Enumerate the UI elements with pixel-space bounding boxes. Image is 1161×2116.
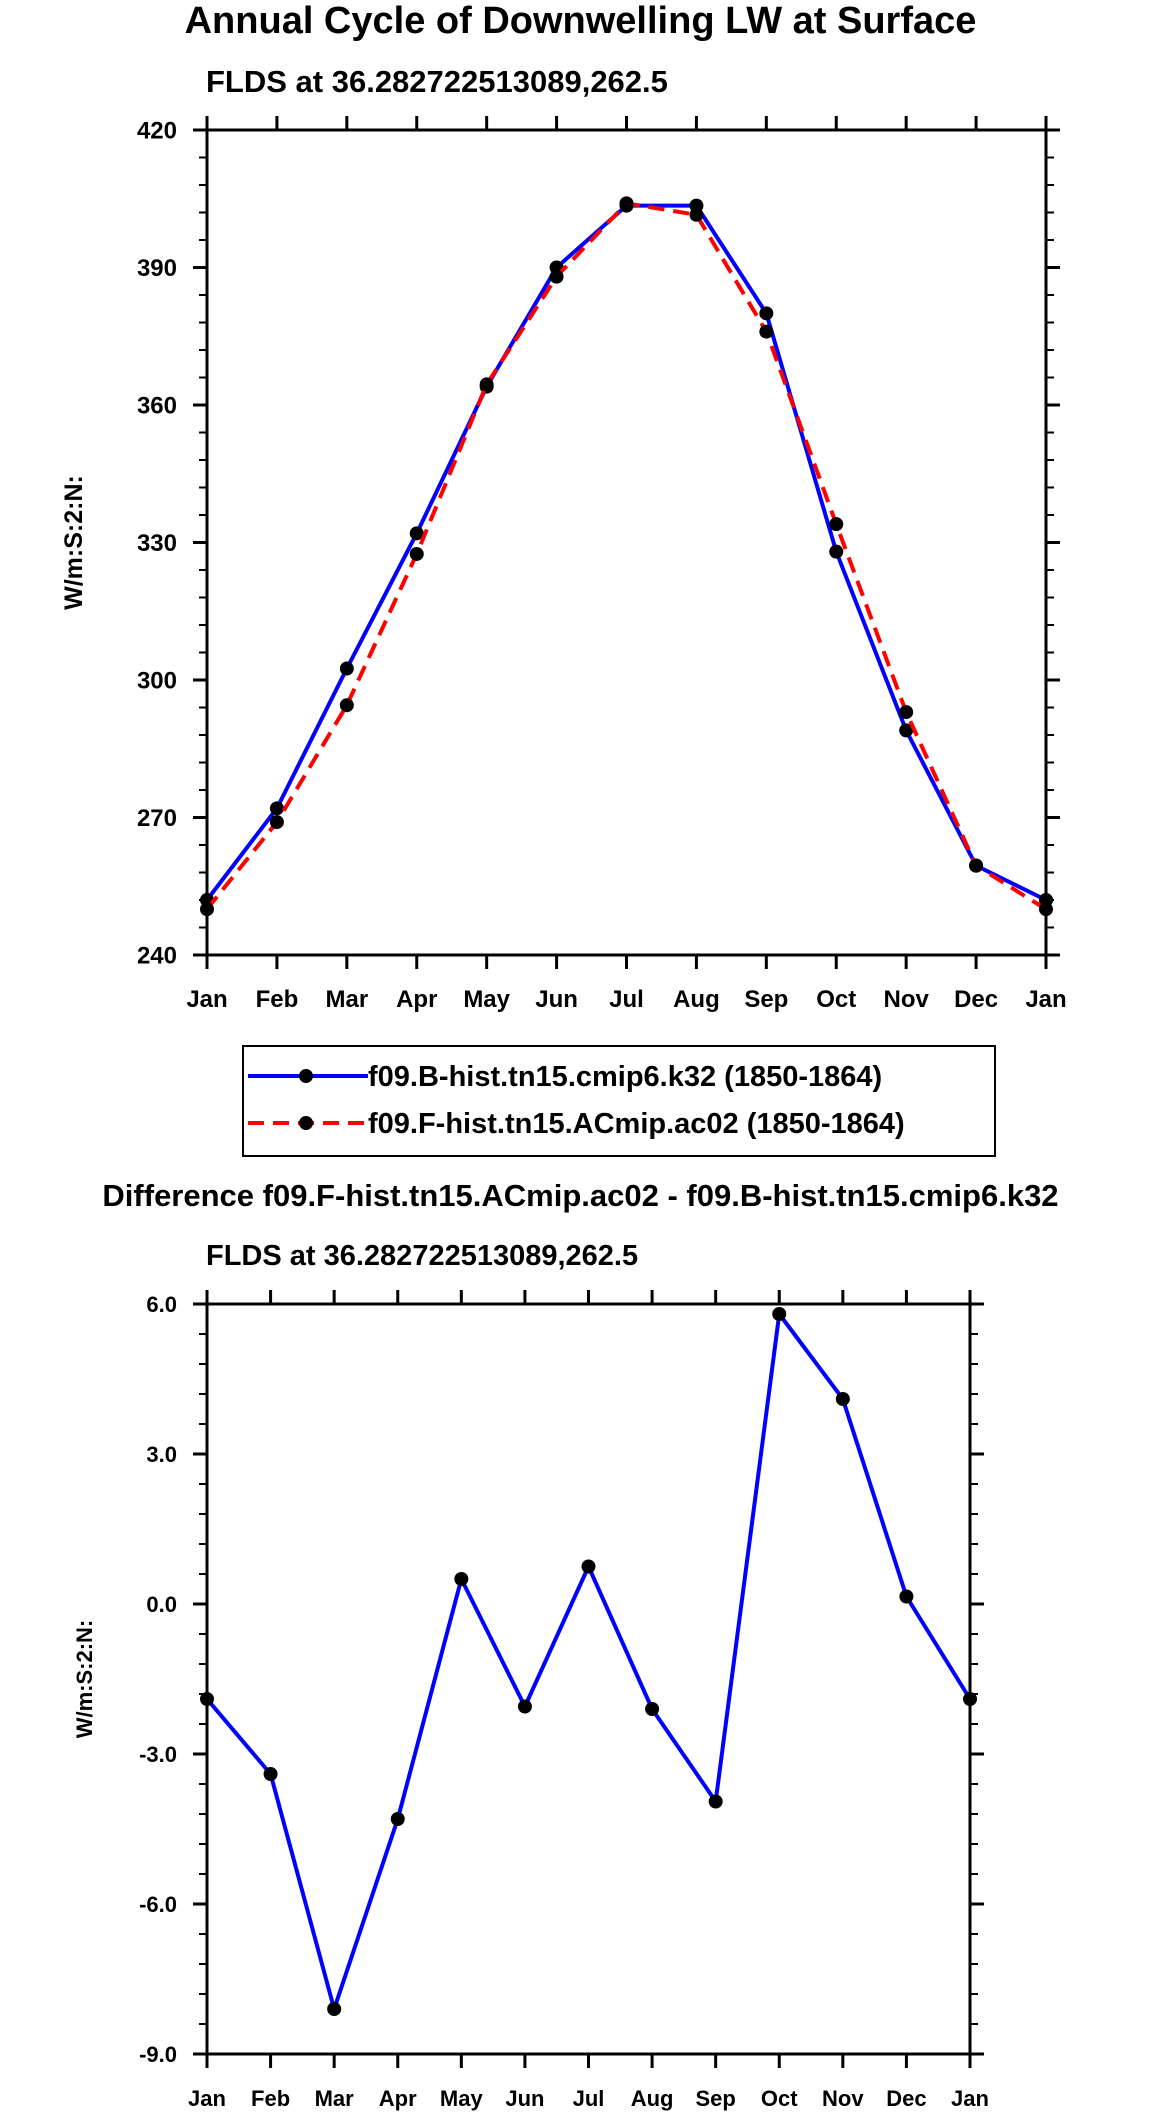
data-point-mar <box>339 661 354 676</box>
data-point-feb <box>263 1767 278 1781</box>
x-tick-label-nov: Nov <box>822 2086 864 2111</box>
y-tick-label: 3.0 <box>146 1442 177 1467</box>
data-point-apr <box>409 546 424 561</box>
x-tick-label-aug: Aug <box>673 986 720 1013</box>
y-tick-label: -3.0 <box>139 1742 177 1767</box>
plot-frame <box>205 128 1048 957</box>
x-tick-label-aug: Aug <box>631 2086 674 2111</box>
data-point-feb <box>269 815 284 830</box>
data-point-sep <box>759 324 774 339</box>
x-tick-label-dec: Dec <box>954 986 998 1013</box>
series-line-difference <box>205 1312 972 2011</box>
chart-title: Annual Cycle of Downwelling LW at Surfac… <box>184 0 977 42</box>
data-point-jan <box>200 902 214 917</box>
x-tick-label-feb: Feb <box>256 986 299 1013</box>
data-point-nov <box>835 1392 850 1406</box>
y-tick-label: 300 <box>137 668 177 695</box>
data-point-jun <box>517 1699 532 1714</box>
data-point-jul <box>581 1559 596 1574</box>
x-tick-label-jun: Jun <box>535 986 578 1013</box>
data-point-sep <box>708 1794 723 1809</box>
data-point-mar <box>327 2002 342 2016</box>
data-point-oct <box>772 1307 787 1321</box>
x-tick-label-jan: Jan <box>951 2086 989 2111</box>
x-tick-label-feb: Feb <box>251 2086 290 2111</box>
data-point-oct <box>829 517 844 532</box>
difference-chart: -9.0 -6.0 -3.0 0.0 3.0 6.0 Jan Feb Mar Apr May Jun J… <box>72 1290 989 2111</box>
data-point-nov <box>899 723 914 738</box>
series-line-f09-b-hist-tn15-cmip6-k32-1850-1864 <box>205 203 1047 902</box>
data-point-jun <box>549 269 564 284</box>
x-tick-label-mar: Mar <box>315 2086 355 2111</box>
difference-chart-subtitle: FLDS at 36.282722513089,262.5 <box>206 1240 639 1272</box>
y-tick-label: -9.0 <box>139 2042 177 2067</box>
data-point-aug <box>645 1702 660 1716</box>
data-point-jan <box>1039 902 1053 917</box>
y-tick-label: 240 <box>137 943 177 970</box>
legend-marker-b-hist <box>299 1069 313 1083</box>
y-axis-label: W/m:S:2:N: <box>60 475 88 610</box>
data-point-oct <box>829 544 844 559</box>
legend-entry-f-hist: f09.F-hist.tn15.ACmip.ac02 (1850-1864) <box>248 1108 905 1140</box>
data-point-may <box>479 377 494 392</box>
data-point-mar <box>339 698 354 713</box>
x-tick-label-oct: Oct <box>761 2086 798 2111</box>
data-point-feb <box>269 801 284 816</box>
legend-label-f-hist: f09.F-hist.tn15.ACmip.ac02 (1850-1864) <box>368 1108 905 1140</box>
y-tick-label: 0.0 <box>146 1592 177 1617</box>
legend-marker-f-hist <box>299 1116 313 1130</box>
x-tick-label-jul: Jul <box>573 2086 605 2111</box>
chart-subtitle: FLDS at 36.282722513089,262.5 <box>206 64 668 99</box>
difference-chart-title: Difference f09.F-hist.tn15.ACmip.ac02 - … <box>102 1178 1059 1213</box>
series-line-f09-f-hist-tn15-acmip-ac02-1850-1864 <box>205 201 1048 911</box>
x-tick-label-sep: Sep <box>695 2086 735 2111</box>
plot-frame <box>205 1302 972 2056</box>
legend-box <box>242 1045 996 1157</box>
y-tick-label: 390 <box>137 255 177 282</box>
y-tick-label: 270 <box>137 805 177 832</box>
y-tick-label: 330 <box>137 530 177 557</box>
x-tick-label-apr: Apr <box>396 986 437 1013</box>
data-point-jan <box>200 1692 214 1706</box>
x-tick-label-nov: Nov <box>883 986 929 1013</box>
y-tick-label: 360 <box>137 393 177 420</box>
y-tick-label: -6.0 <box>139 1892 177 1917</box>
y-axis-label: W/m:S:2:N: <box>72 1620 97 1739</box>
y-tick-label: 6.0 <box>146 1292 177 1317</box>
data-point-apr <box>390 1812 405 1826</box>
data-point-dec <box>899 1589 914 1604</box>
data-point-apr <box>409 526 424 541</box>
data-point-sep <box>759 306 774 321</box>
data-point-aug <box>689 207 704 222</box>
legend-entry-b-hist: f09.B-hist.tn15.cmip6.k32 (1850-1864) <box>248 1061 882 1093</box>
x-tick-label-dec: Dec <box>886 2086 926 2111</box>
x-tick-label-jan: Jan <box>1025 986 1066 1013</box>
annual-cycle-chart: 240 270 300 330 360 390 420 Jan Feb Mar Apr May Jun J… <box>60 116 1067 1013</box>
x-tick-label-apr: Apr <box>379 2086 417 2111</box>
data-point-dec <box>969 858 984 873</box>
data-point-may <box>454 1572 469 1586</box>
x-tick-label-jan: Jan <box>188 2086 226 2111</box>
x-tick-label-may: May <box>440 2086 484 2111</box>
x-tick-label-oct: Oct <box>816 986 856 1013</box>
x-tick-label-sep: Sep <box>744 986 788 1013</box>
x-tick-label-may: May <box>463 986 510 1013</box>
y-tick-label: 420 <box>137 118 177 145</box>
x-tick-label-mar: Mar <box>325 986 368 1013</box>
x-tick-label-jun: Jun <box>505 2086 544 2111</box>
x-tick-label-jan: Jan <box>186 986 227 1013</box>
x-tick-label-jul: Jul <box>609 986 644 1013</box>
data-point-jul <box>619 196 634 211</box>
legend: f09.B-hist.tn15.cmip6.k32 (1850-1864) f0… <box>242 1045 996 1157</box>
data-point-nov <box>899 705 914 720</box>
legend-label-b-hist: f09.B-hist.tn15.cmip6.k32 (1850-1864) <box>368 1061 882 1093</box>
data-point-jan <box>963 1692 977 1706</box>
